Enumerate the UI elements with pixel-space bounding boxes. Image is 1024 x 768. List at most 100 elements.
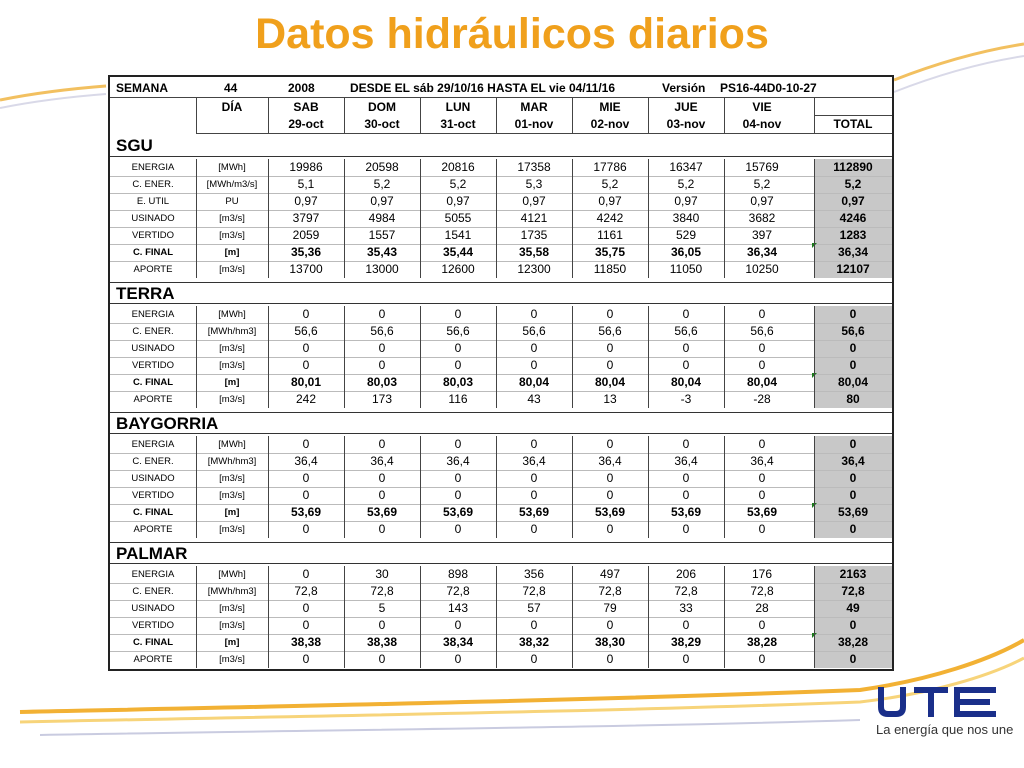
grid-line [268, 159, 269, 278]
value-cell: 79 [603, 601, 617, 615]
row-unit: [m3/s] [219, 473, 245, 484]
table-row: VERTIDO [m3/s] 2059 1557 1541 1735 1161 529 397 1… [110, 227, 892, 244]
row-unit: [m3/s] [219, 603, 245, 614]
value-cell: 0 [682, 522, 690, 536]
value-cell: 38,38 [290, 635, 322, 649]
grid-line [110, 339, 892, 341]
value-cell: 57 [527, 601, 541, 615]
total-cell: 0 [849, 488, 857, 502]
row-label: APORTE [133, 654, 173, 665]
value-cell: 0 [302, 471, 310, 485]
grid-line [110, 520, 892, 522]
grid-line [724, 306, 725, 408]
value-cell: 0 [454, 522, 462, 536]
day-date: 30-oct [364, 117, 400, 131]
day-date: 03-nov [666, 117, 706, 131]
value-cell: 35,58 [518, 245, 550, 259]
grid-line [496, 97, 497, 133]
value-cell: 0 [606, 341, 614, 355]
value-cell: 0 [606, 307, 614, 321]
grid-line [814, 436, 815, 538]
value-cell: 0 [606, 471, 614, 485]
value-cell: 0 [758, 471, 766, 485]
ute-logo [878, 687, 996, 717]
value-cell: 20598 [365, 160, 399, 174]
day-name: SAB [293, 100, 319, 114]
hydraulic-data-table: SEMANA 44 2008 DESDE EL sáb 29/10/16 HAS… [108, 75, 894, 671]
row-label: E. UTIL [136, 196, 170, 207]
grid-line [420, 306, 421, 408]
value-cell: 36,4 [446, 454, 470, 468]
value-cell: 0 [454, 652, 462, 666]
value-cell: 19986 [289, 160, 323, 174]
value-cell: 0 [302, 522, 310, 536]
value-cell: 1541 [444, 228, 472, 242]
value-cell: 16347 [669, 160, 703, 174]
value-cell: 53,69 [518, 505, 550, 519]
value-cell: 0 [378, 652, 386, 666]
row-unit: [MWh] [218, 569, 246, 580]
grid-line [110, 452, 892, 454]
value-cell: 53,69 [670, 505, 702, 519]
grid-line [196, 436, 197, 538]
value-cell: 72,8 [446, 584, 470, 598]
value-cell: 56,6 [370, 324, 394, 338]
row-label: C. FINAL [132, 637, 174, 648]
table-row: C. ENER. [MWh/hm3] 36,4 36,4 36,4 36,4 36,4 36,… [110, 453, 892, 470]
row-label: APORTE [133, 524, 173, 535]
value-cell: 0 [530, 471, 538, 485]
row-unit: [m3/s] [219, 394, 245, 405]
value-cell: 56,6 [598, 324, 622, 338]
grid-line [110, 209, 892, 211]
value-cell: 38,32 [518, 635, 550, 649]
value-cell: 36,34 [746, 245, 778, 259]
grid-line [196, 566, 197, 668]
value-cell: 0 [378, 358, 386, 372]
value-cell: 0 [682, 471, 690, 485]
total-cell: 112890 [833, 160, 873, 174]
grid-line [110, 616, 892, 618]
value-cell: 36,4 [370, 454, 394, 468]
value-cell: 3682 [748, 211, 776, 225]
value-cell: 80,03 [366, 375, 398, 389]
total-cell: 1283 [839, 228, 867, 242]
value-cell: 0 [378, 341, 386, 355]
total-cell: 2163 [839, 567, 867, 581]
row-label: C. FINAL [132, 377, 174, 388]
value-cell: 0,97 [598, 194, 622, 208]
value-cell: 0 [454, 307, 462, 321]
value-cell: 0 [302, 652, 310, 666]
table-row: VERTIDO [m3/s] 0 0 0 0 0 0 0 0 [110, 357, 892, 374]
value-cell: 176 [751, 567, 773, 581]
value-cell: 0 [302, 358, 310, 372]
value-cell: 0 [530, 522, 538, 536]
value-cell: 53,69 [442, 505, 474, 519]
grid-line [110, 486, 892, 488]
total-cell: 49 [846, 601, 860, 615]
day-date: 31-oct [440, 117, 476, 131]
grid-line [110, 260, 892, 262]
row-label: USINADO [131, 343, 175, 354]
grid-line [110, 582, 892, 584]
row-label: C. ENER. [132, 326, 174, 337]
total-cell: 0 [849, 437, 857, 451]
row-label: VERTIDO [131, 230, 175, 241]
section-title: PALMAR [110, 542, 892, 564]
value-cell: 56,6 [522, 324, 546, 338]
value-cell: 0,97 [750, 194, 774, 208]
value-cell: 0 [378, 471, 386, 485]
value-cell: 0 [454, 358, 462, 372]
value-cell: 0 [606, 652, 614, 666]
grid-line [724, 97, 725, 133]
row-unit: [m3/s] [219, 264, 245, 275]
table-row: ENERGIA [MWh] 0 0 0 0 0 0 0 0 [110, 306, 892, 323]
day-name: LUN [445, 100, 471, 114]
value-cell: 173 [371, 392, 393, 406]
grid-line [420, 159, 421, 278]
day-date: 29-oct [288, 117, 324, 131]
table-row: C. ENER. [MWh/m3/s] 5,1 5,2 5,2 5,3 5,2 5,2 5,2 5… [110, 176, 892, 193]
total-cell: 80 [846, 392, 860, 406]
value-cell: 0 [758, 358, 766, 372]
section-title: SGU [110, 135, 892, 157]
value-cell: 0 [530, 437, 538, 451]
